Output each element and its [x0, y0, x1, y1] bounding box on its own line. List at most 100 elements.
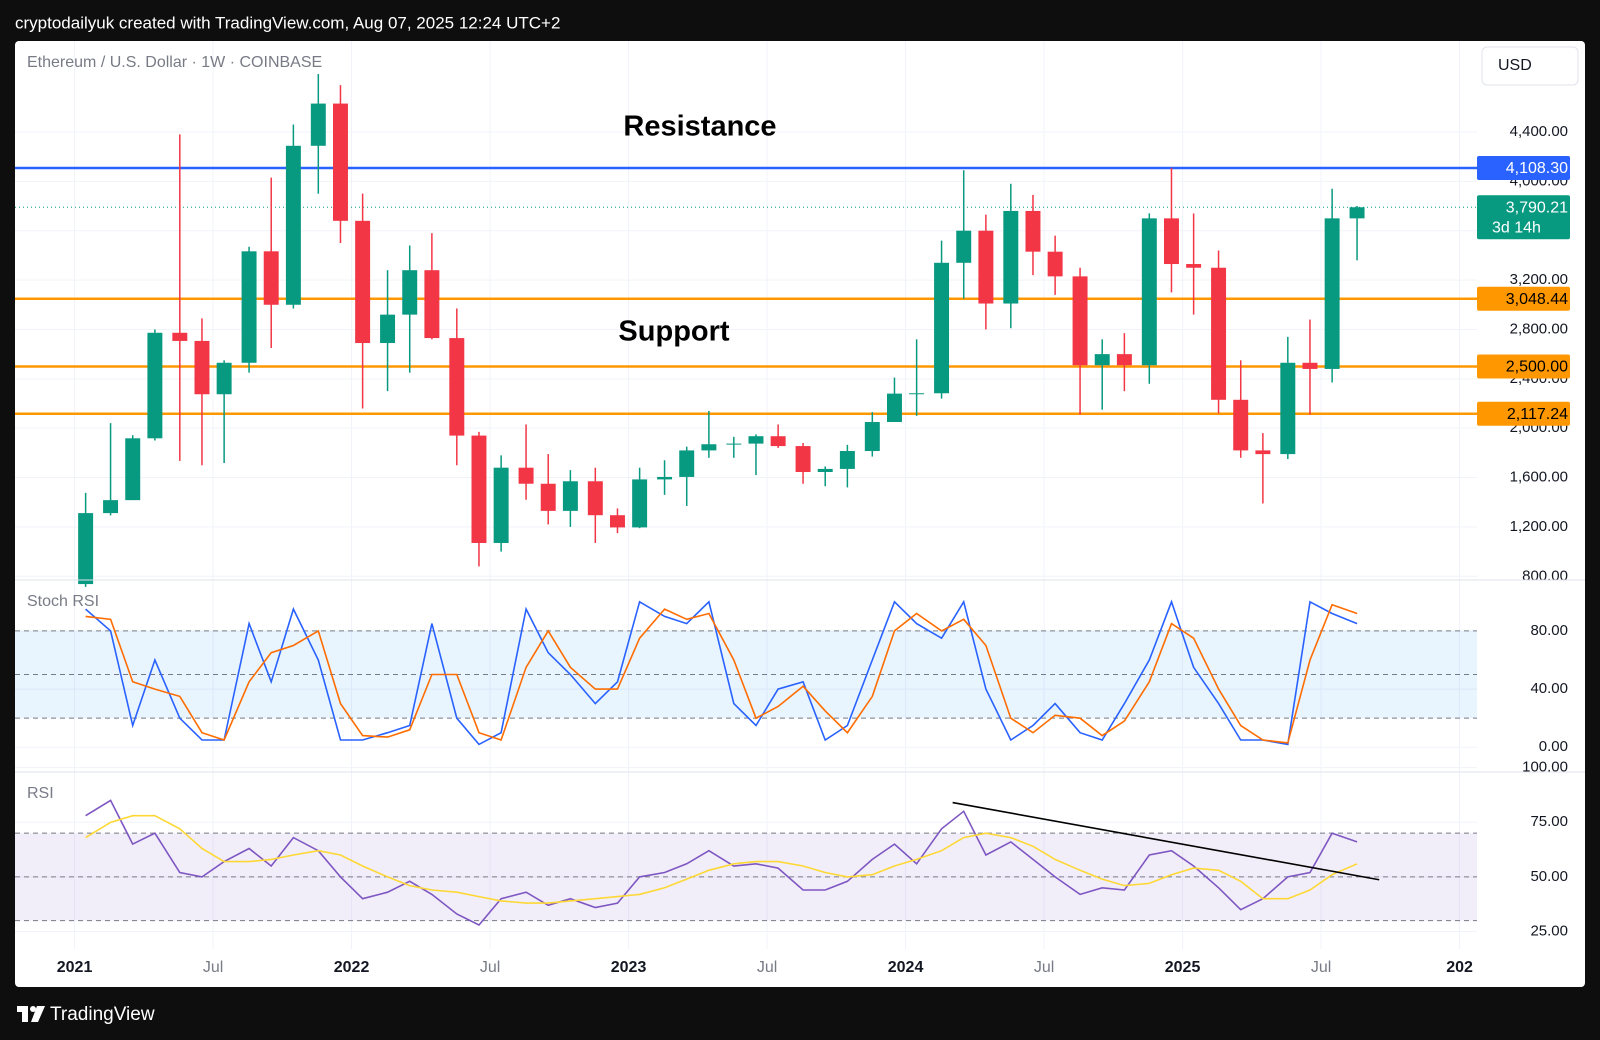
candle-body [1233, 399, 1249, 451]
x-tick-label: Jul [1311, 959, 1331, 976]
candle-body [216, 362, 232, 395]
candle-body [332, 103, 348, 221]
last-price-label: 3,790.21 [1506, 199, 1568, 216]
candle-body [493, 467, 509, 543]
brand: TradingView [50, 1004, 155, 1025]
y-tick-label: 40.00 [1530, 680, 1568, 697]
candle-body [978, 230, 994, 304]
level-label: 3,048.44 [1506, 291, 1568, 308]
series-line [85, 599, 1358, 746]
candle-body [1302, 362, 1318, 369]
candle-body [886, 393, 902, 423]
candle-body [1094, 354, 1110, 366]
countdown: 3d 14h [1492, 219, 1541, 236]
candle-body [632, 479, 648, 528]
x-tick-label: 2025 [1165, 959, 1201, 976]
series-line [85, 814, 1358, 904]
candle-body [1280, 362, 1296, 455]
y-tick-label: 80.00 [1530, 622, 1568, 639]
candle-body [1072, 276, 1088, 366]
candle-body [1025, 210, 1041, 252]
candle-body [241, 251, 257, 363]
candle-body [657, 476, 673, 480]
y-tick-label: 2,800.00 [1510, 320, 1568, 337]
candle-body [726, 443, 742, 445]
candle-body [562, 481, 578, 511]
y-tick-label: 50.00 [1530, 868, 1568, 885]
candle-body [1163, 218, 1179, 265]
pane-title: Stoch RSI [27, 593, 99, 610]
candle-body [1324, 218, 1340, 369]
x-tick-label: 2022 [334, 959, 370, 976]
candle-body [147, 332, 163, 439]
currency-label: USD [1498, 57, 1532, 74]
level-badge [1477, 155, 1570, 180]
y-tick-label: 100.00 [1522, 759, 1568, 776]
y-tick-label: 25.00 [1530, 922, 1568, 939]
level-badge [1477, 286, 1570, 311]
candle-body [355, 220, 371, 344]
level-label: 4,108.30 [1506, 160, 1568, 177]
candle-body [609, 515, 625, 528]
x-tick-label: Jul [1034, 959, 1054, 976]
pane-title: Ethereum / U.S. Dollar · 1W · COINBASE [27, 54, 322, 71]
y-tick-label: 4,400.00 [1510, 123, 1568, 140]
candle-body [172, 332, 188, 341]
x-tick-label: Jul [203, 959, 223, 976]
x-tick-label: 202 [1446, 959, 1473, 976]
candle-body [263, 251, 279, 305]
logo [17, 1006, 45, 1022]
y-tick-label: 800.00 [1522, 567, 1568, 584]
level-badge [1477, 401, 1570, 426]
candle-body [424, 270, 440, 339]
candle-body [471, 435, 487, 543]
y-tick-label: 1,600.00 [1510, 469, 1568, 486]
last-price-badge [1477, 195, 1570, 240]
candle-body [934, 262, 950, 394]
x-tick-label: 2021 [57, 959, 93, 976]
candle-body [817, 468, 833, 473]
candle-body [748, 436, 764, 444]
candle-body [1141, 218, 1157, 366]
candle-body [770, 436, 786, 447]
candle-body [1349, 207, 1365, 219]
level-badge [1477, 354, 1570, 379]
y-tick-label: 3,200.00 [1510, 271, 1568, 288]
candle-body [795, 446, 811, 473]
candle-body [540, 483, 556, 511]
candle-body [125, 438, 141, 501]
pane-title: RSI [27, 785, 54, 802]
candle-body [1047, 251, 1063, 277]
y-tick-label: 1,200.00 [1510, 518, 1568, 535]
currency-button[interactable] [1481, 46, 1579, 86]
annotation: Support [618, 316, 729, 348]
x-tick-label: Jul [757, 959, 777, 976]
candle-body [285, 145, 301, 305]
x-tick-label: 2023 [611, 959, 647, 976]
candle-body [194, 340, 210, 395]
y-tick-label: 0.00 [1539, 738, 1568, 755]
candle-body [701, 444, 717, 451]
candle-body [1255, 450, 1271, 455]
candle-body [78, 513, 94, 585]
x-tick-label: 2024 [888, 959, 924, 976]
candle-body [956, 230, 972, 263]
candle-body [864, 422, 880, 452]
candle-body [518, 467, 534, 484]
annotation: Resistance [623, 111, 776, 143]
candle-body [402, 270, 418, 315]
plot: 2021 Jul 2022 Jul 2023 Jul 2024 Jul 2025 Jul 202 80… [15, 41, 1585, 976]
candle-body [679, 450, 695, 477]
candle-body [103, 500, 119, 514]
series-line [85, 603, 1358, 744]
candle-body [909, 393, 925, 395]
candle-body [1186, 264, 1202, 268]
candle-body [380, 314, 396, 344]
candle-body [449, 338, 465, 436]
candle-body [1116, 354, 1132, 366]
candle-body [310, 103, 326, 146]
level-label: 2,500.00 [1506, 359, 1568, 376]
y-tick-label: 75.00 [1530, 813, 1568, 830]
